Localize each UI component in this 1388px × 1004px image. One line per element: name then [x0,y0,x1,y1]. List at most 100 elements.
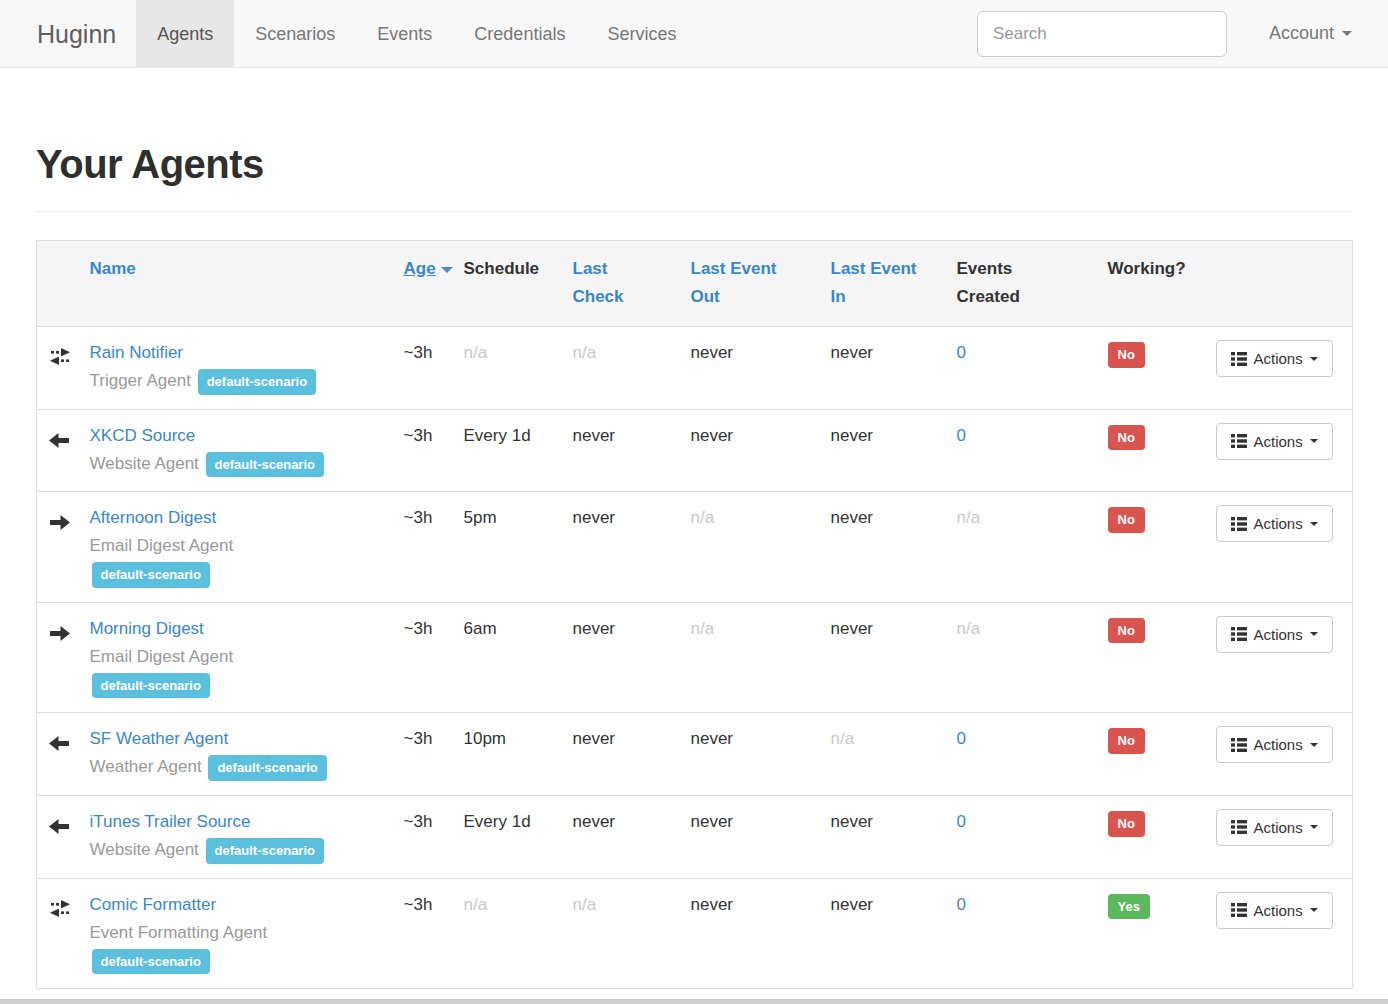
agent-name-link[interactable]: Comic Formatter [90,891,217,919]
actions-button[interactable]: Actions [1216,340,1333,377]
agent-name-link[interactable]: SF Weather Agent [90,725,229,753]
events-created-value[interactable]: n/a [957,508,981,527]
scenario-badge[interactable]: default-scenario [208,755,326,781]
arrow-right-icon [49,511,70,539]
header-last-event-out-link[interactable]: Last Event Out [691,259,777,306]
actions-button[interactable]: Actions [1216,616,1333,653]
chevron-down-icon [1310,632,1318,636]
navbar-right: Account [977,0,1388,67]
last-check-value: n/a [573,343,597,362]
chevron-down-icon [1342,31,1352,36]
actions-button[interactable]: Actions [1216,423,1333,460]
last-event-out-value: never [691,895,734,914]
actions-button[interactable]: Actions [1216,892,1333,929]
last-event-in-value: never [831,508,874,527]
chevron-down-icon [1310,357,1318,361]
header-working: Working? [1108,241,1216,327]
scenario-badge[interactable]: default-scenario [92,562,210,588]
actions-button-label: Actions [1254,736,1303,753]
events-created-value[interactable]: 0 [957,426,966,445]
nav-item-credentials[interactable]: Credentials [453,0,586,67]
last-event-in-value: n/a [831,729,855,748]
actions-button[interactable]: Actions [1216,505,1333,542]
agent-subline: Email Digest Agent default-scenario [90,643,355,701]
actions-button[interactable]: Actions [1216,809,1333,846]
agents-table: Name Age Schedule Last Check Last Event … [36,240,1353,989]
header-schedule: Schedule [464,241,573,327]
list-icon [1231,627,1247,641]
last-check-value: n/a [573,895,597,914]
events-created-value[interactable]: 0 [957,812,966,831]
page-title: Your Agents [36,142,1352,187]
last-check-value: never [573,619,616,638]
working-badge: No [1108,507,1145,533]
agent-type-label: Event Formatting Agent [90,923,268,942]
table-row: XKCD Source Website Agent default-scenar… [37,409,1353,492]
scenario-badge[interactable]: default-scenario [206,452,324,478]
schedule-value: n/a [464,343,488,362]
agent-name-link[interactable]: XKCD Source [90,422,196,450]
table-row: Afternoon Digest Email Digest Agent defa… [37,492,1353,603]
schedule-value: 5pm [464,508,497,527]
header-age: Age [404,241,464,327]
bidirectional-arrows-icon [49,898,72,926]
chevron-down-icon [1310,522,1318,526]
header-last-event-in: Last Event In [831,241,957,327]
agent-name-link[interactable]: Afternoon Digest [90,504,217,532]
list-icon [1231,352,1247,366]
age-value: ~3h [404,729,433,748]
header-name-link[interactable]: Name [90,259,136,278]
main-nav: Agents Scenarios Events Credentials Serv… [136,0,697,67]
working-badge: No [1108,342,1145,368]
arrow-right-icon [49,622,70,650]
chevron-down-icon [1310,743,1318,747]
header-events-created: Events Created [957,241,1108,327]
actions-button-label: Actions [1254,902,1303,919]
scenario-badge[interactable]: default-scenario [92,673,210,699]
header-last-check-link[interactable]: Last Check [573,259,624,306]
agent-name-link[interactable]: Morning Digest [90,615,204,643]
table-row: iTunes Trailer Source Website Agent defa… [37,795,1353,878]
header-last-check: Last Check [573,241,691,327]
actions-button-label: Actions [1254,515,1303,532]
age-value: ~3h [404,895,433,914]
working-badge: No [1108,425,1145,451]
scenario-badge[interactable]: default-scenario [92,949,210,975]
table-row: Morning Digest Email Digest Agent defaul… [37,602,1353,713]
age-value: ~3h [404,508,433,527]
header-last-event-out: Last Event Out [691,241,831,327]
header-age-link[interactable]: Age [404,259,436,278]
events-created-value[interactable]: 0 [957,343,966,362]
actions-button-label: Actions [1254,433,1303,450]
list-icon [1231,517,1247,531]
nav-item-services[interactable]: Services [586,0,697,67]
events-created-value[interactable]: n/a [957,619,981,638]
brand-link[interactable]: Huginn [0,0,136,67]
last-check-value: never [573,729,616,748]
scenario-badge[interactable]: default-scenario [198,369,316,395]
sort-desc-caret-icon [441,267,453,273]
header-last-event-in-link[interactable]: Last Event In [831,259,917,306]
actions-button-label: Actions [1254,626,1303,643]
actions-button[interactable]: Actions [1216,726,1333,763]
search-input[interactable] [977,11,1227,57]
account-dropdown[interactable]: Account [1269,23,1352,44]
agent-subline: Event Formatting Agent default-scenario [90,919,355,977]
nav-item-agents[interactable]: Agents [136,0,234,67]
scenario-badge[interactable]: default-scenario [206,838,324,864]
page-container: Your Agents Name Age Schedule Last Check… [36,142,1352,989]
last-check-value: never [573,426,616,445]
header-name: Name [90,241,404,327]
last-event-in-value: never [831,812,874,831]
agent-name-link[interactable]: Rain Notifier [90,339,184,367]
nav-item-events[interactable]: Events [356,0,453,67]
agent-subline: Website Agent default-scenario [90,450,355,480]
events-created-value[interactable]: 0 [957,729,966,748]
events-created-value[interactable]: 0 [957,895,966,914]
nav-item-scenarios[interactable]: Scenarios [234,0,356,67]
schedule-value: Every 1d [464,812,531,831]
agent-subline: Trigger Agent default-scenario [90,367,355,397]
header-icon-spacer [37,241,90,327]
actions-button-label: Actions [1254,819,1303,836]
agent-name-link[interactable]: iTunes Trailer Source [90,808,251,836]
